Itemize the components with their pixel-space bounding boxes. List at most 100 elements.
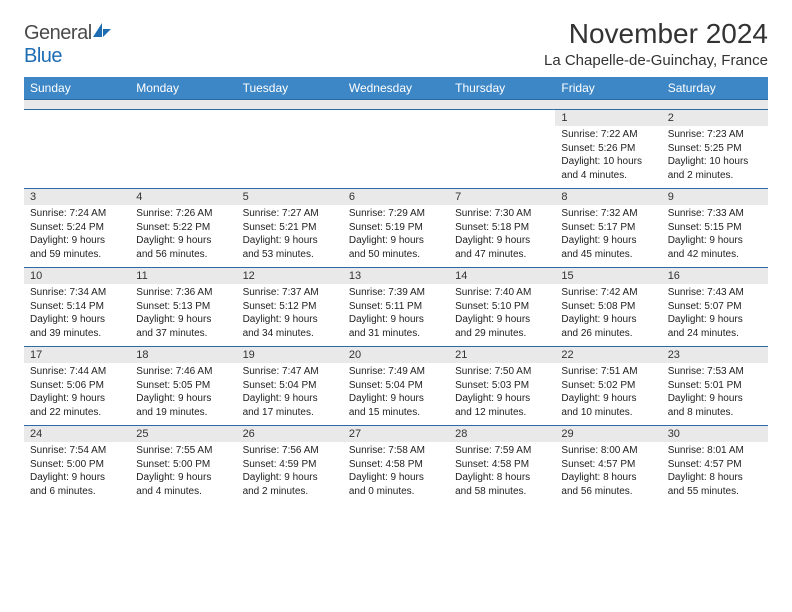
sunset-text: Sunset: 5:24 PM (30, 221, 124, 235)
day-number: 12 (237, 268, 343, 284)
sunset-text: Sunset: 4:58 PM (349, 458, 443, 472)
daylight-text: Daylight: 9 hours and 10 minutes. (561, 392, 655, 419)
day-number: 28 (449, 426, 555, 442)
daylight-text: Daylight: 9 hours and 26 minutes. (561, 313, 655, 340)
day-cell: 27Sunrise: 7:58 AMSunset: 4:58 PMDayligh… (343, 426, 449, 505)
day-body: Sunrise: 7:50 AMSunset: 5:03 PMDaylight:… (449, 363, 555, 425)
sunset-text: Sunset: 5:05 PM (136, 379, 230, 393)
daylight-text: Daylight: 9 hours and 34 minutes. (243, 313, 337, 340)
day-number: 19 (237, 347, 343, 363)
sunrise-text: Sunrise: 7:34 AM (30, 286, 124, 300)
sunrise-text: Sunrise: 7:50 AM (455, 365, 549, 379)
day-number: 4 (130, 189, 236, 205)
day-body: Sunrise: 7:30 AMSunset: 5:18 PMDaylight:… (449, 205, 555, 267)
day-body: Sunrise: 7:27 AMSunset: 5:21 PMDaylight:… (237, 205, 343, 267)
sunset-text: Sunset: 5:08 PM (561, 300, 655, 314)
day-cell: 22Sunrise: 7:51 AMSunset: 5:02 PMDayligh… (555, 347, 661, 426)
day-body: Sunrise: 7:56 AMSunset: 4:59 PMDaylight:… (237, 442, 343, 504)
day-number: 20 (343, 347, 449, 363)
day-cell: 9Sunrise: 7:33 AMSunset: 5:15 PMDaylight… (662, 189, 768, 268)
day-body: Sunrise: 7:23 AMSunset: 5:25 PMDaylight:… (662, 126, 768, 188)
day-body: Sunrise: 8:00 AMSunset: 4:57 PMDaylight:… (555, 442, 661, 504)
day-body: Sunrise: 7:51 AMSunset: 5:02 PMDaylight:… (555, 363, 661, 425)
daylight-text: Daylight: 9 hours and 29 minutes. (455, 313, 549, 340)
col-header: Sunday (24, 77, 130, 100)
sunset-text: Sunset: 5:04 PM (243, 379, 337, 393)
day-cell: 12Sunrise: 7:37 AMSunset: 5:12 PMDayligh… (237, 268, 343, 347)
day-body: Sunrise: 7:22 AMSunset: 5:26 PMDaylight:… (555, 126, 661, 188)
day-body: Sunrise: 7:49 AMSunset: 5:04 PMDaylight:… (343, 363, 449, 425)
day-cell: 2Sunrise: 7:23 AMSunset: 5:25 PMDaylight… (662, 110, 768, 189)
sunset-text: Sunset: 5:13 PM (136, 300, 230, 314)
day-number: 24 (24, 426, 130, 442)
day-body (449, 126, 555, 184)
daylight-text: Daylight: 9 hours and 42 minutes. (668, 234, 762, 261)
week-row: 24Sunrise: 7:54 AMSunset: 5:00 PMDayligh… (24, 426, 768, 505)
sunrise-text: Sunrise: 7:29 AM (349, 207, 443, 221)
sunrise-text: Sunrise: 7:47 AM (243, 365, 337, 379)
col-header: Saturday (662, 77, 768, 100)
sunrise-text: Sunrise: 7:24 AM (30, 207, 124, 221)
calendar-body: 1Sunrise: 7:22 AMSunset: 5:26 PMDaylight… (24, 100, 768, 505)
day-number: 30 (662, 426, 768, 442)
day-body: Sunrise: 7:29 AMSunset: 5:19 PMDaylight:… (343, 205, 449, 267)
day-cell: 26Sunrise: 7:56 AMSunset: 4:59 PMDayligh… (237, 426, 343, 505)
sunrise-text: Sunrise: 7:27 AM (243, 207, 337, 221)
day-number: 17 (24, 347, 130, 363)
day-cell: 23Sunrise: 7:53 AMSunset: 5:01 PMDayligh… (662, 347, 768, 426)
calendar-head: SundayMondayTuesdayWednesdayThursdayFrid… (24, 77, 768, 100)
col-header: Friday (555, 77, 661, 100)
day-cell (24, 110, 130, 189)
day-body (343, 126, 449, 184)
col-header: Thursday (449, 77, 555, 100)
title-block: November 2024 La Chapelle-de-Guinchay, F… (544, 18, 768, 69)
day-cell (130, 110, 236, 189)
daylight-text: Daylight: 9 hours and 0 minutes. (349, 471, 443, 498)
day-number: 11 (130, 268, 236, 284)
day-cell: 28Sunrise: 7:59 AMSunset: 4:58 PMDayligh… (449, 426, 555, 505)
day-body: Sunrise: 7:47 AMSunset: 5:04 PMDaylight:… (237, 363, 343, 425)
week-row: 17Sunrise: 7:44 AMSunset: 5:06 PMDayligh… (24, 347, 768, 426)
day-number: 25 (130, 426, 236, 442)
day-number: 1 (555, 110, 661, 126)
daylight-text: Daylight: 9 hours and 59 minutes. (30, 234, 124, 261)
day-body: Sunrise: 7:43 AMSunset: 5:07 PMDaylight:… (662, 284, 768, 346)
day-number: 6 (343, 189, 449, 205)
location: La Chapelle-de-Guinchay, France (544, 52, 768, 69)
sunrise-text: Sunrise: 7:53 AM (668, 365, 762, 379)
week-row: 10Sunrise: 7:34 AMSunset: 5:14 PMDayligh… (24, 268, 768, 347)
day-cell: 16Sunrise: 7:43 AMSunset: 5:07 PMDayligh… (662, 268, 768, 347)
daylight-text: Daylight: 9 hours and 53 minutes. (243, 234, 337, 261)
day-cell: 5Sunrise: 7:27 AMSunset: 5:21 PMDaylight… (237, 189, 343, 268)
day-cell (237, 110, 343, 189)
daylight-text: Daylight: 9 hours and 45 minutes. (561, 234, 655, 261)
day-body: Sunrise: 7:37 AMSunset: 5:12 PMDaylight:… (237, 284, 343, 346)
day-body: Sunrise: 7:54 AMSunset: 5:00 PMDaylight:… (24, 442, 130, 504)
day-number: 15 (555, 268, 661, 284)
day-number: 22 (555, 347, 661, 363)
sunset-text: Sunset: 5:03 PM (455, 379, 549, 393)
sunrise-text: Sunrise: 7:59 AM (455, 444, 549, 458)
daylight-text: Daylight: 9 hours and 15 minutes. (349, 392, 443, 419)
daylight-text: Daylight: 9 hours and 17 minutes. (243, 392, 337, 419)
day-cell: 13Sunrise: 7:39 AMSunset: 5:11 PMDayligh… (343, 268, 449, 347)
sunset-text: Sunset: 5:21 PM (243, 221, 337, 235)
sunrise-text: Sunrise: 7:44 AM (30, 365, 124, 379)
day-body: Sunrise: 7:32 AMSunset: 5:17 PMDaylight:… (555, 205, 661, 267)
sunset-text: Sunset: 4:59 PM (243, 458, 337, 472)
sunrise-text: Sunrise: 7:54 AM (30, 444, 124, 458)
sunset-text: Sunset: 5:12 PM (243, 300, 337, 314)
day-number: 21 (449, 347, 555, 363)
daylight-text: Daylight: 9 hours and 22 minutes. (30, 392, 124, 419)
sunrise-text: Sunrise: 7:39 AM (349, 286, 443, 300)
sunset-text: Sunset: 5:06 PM (30, 379, 124, 393)
day-body: Sunrise: 7:40 AMSunset: 5:10 PMDaylight:… (449, 284, 555, 346)
sunset-text: Sunset: 5:10 PM (455, 300, 549, 314)
daylight-text: Daylight: 9 hours and 19 minutes. (136, 392, 230, 419)
day-cell: 1Sunrise: 7:22 AMSunset: 5:26 PMDaylight… (555, 110, 661, 189)
day-cell (449, 110, 555, 189)
logo-word2: Blue (24, 45, 62, 67)
day-body: Sunrise: 7:39 AMSunset: 5:11 PMDaylight:… (343, 284, 449, 346)
day-cell: 18Sunrise: 7:46 AMSunset: 5:05 PMDayligh… (130, 347, 236, 426)
day-number: 2 (662, 110, 768, 126)
